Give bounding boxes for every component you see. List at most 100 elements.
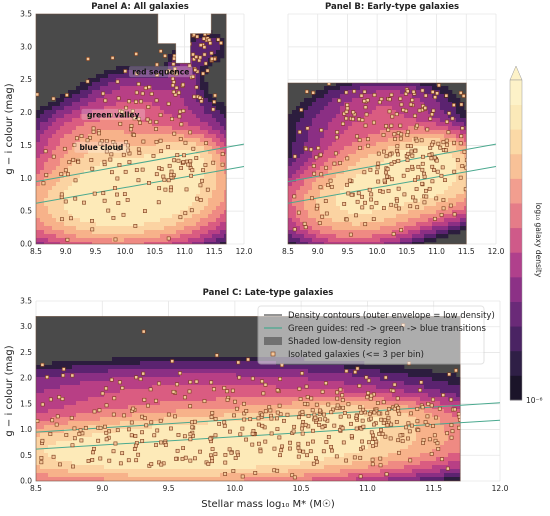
density-cell	[76, 102, 81, 107]
density-cell	[204, 66, 209, 71]
density-cell	[320, 194, 325, 199]
density-cell	[204, 170, 209, 175]
density-cell	[180, 194, 185, 199]
density-cell	[220, 46, 225, 51]
galaxy-marker	[211, 107, 216, 112]
density-cell	[372, 174, 377, 179]
density-cell	[44, 170, 49, 175]
density-cell	[320, 94, 325, 99]
density-cell	[464, 190, 467, 195]
density-cell	[352, 202, 357, 207]
density-cell	[72, 170, 77, 175]
density-cell	[196, 162, 201, 167]
density-cell	[36, 465, 41, 470]
density-cell	[436, 206, 441, 211]
density-cell	[80, 90, 85, 95]
density-cell	[312, 238, 317, 243]
density-cell	[420, 174, 425, 179]
density-cell	[216, 118, 221, 123]
density-cell	[156, 242, 161, 244]
density-cell	[220, 218, 225, 223]
density-cell	[176, 122, 181, 127]
density-cell	[172, 146, 177, 151]
density-cell	[172, 114, 177, 119]
galaxy-marker	[363, 200, 367, 205]
density-cell	[128, 154, 133, 159]
density-cell	[216, 210, 221, 215]
galaxy-marker	[66, 172, 70, 177]
density-cell	[40, 397, 45, 402]
density-cell	[104, 186, 109, 191]
density-cell	[384, 102, 389, 107]
density-cell	[192, 38, 197, 43]
density-cell	[384, 110, 389, 115]
density-cell	[432, 98, 437, 103]
density-cell	[400, 150, 405, 155]
density-cell	[392, 166, 397, 171]
density-cell	[288, 222, 293, 227]
density-cell	[80, 110, 85, 115]
density-cell	[304, 170, 309, 175]
density-cell	[44, 369, 49, 374]
density-cell	[40, 194, 45, 199]
density-cell	[192, 162, 197, 167]
density-cell	[396, 166, 401, 171]
density-cell	[220, 234, 225, 239]
galaxy-marker	[448, 203, 453, 208]
density-cell	[136, 126, 141, 131]
density-cell	[64, 206, 69, 211]
density-cell	[436, 130, 441, 135]
density-cell	[352, 222, 357, 227]
density-cell	[44, 198, 49, 203]
galaxy-marker	[177, 90, 181, 95]
density-cell	[44, 377, 49, 382]
density-cell	[332, 218, 337, 223]
density-cell	[128, 218, 133, 223]
x-tick-label: 9.5	[341, 247, 353, 256]
density-cell	[292, 210, 297, 215]
galaxy-marker	[319, 128, 324, 133]
density-cell	[192, 82, 197, 87]
density-cell	[356, 106, 361, 111]
density-cell	[384, 114, 389, 119]
density-cell	[376, 106, 381, 111]
density-cell	[460, 106, 465, 111]
density-cell	[316, 94, 321, 99]
density-cell	[92, 222, 97, 227]
galaxy-marker	[324, 165, 328, 170]
density-cell	[328, 118, 333, 123]
density-cell	[428, 198, 433, 203]
density-cell	[456, 142, 461, 147]
density-cell	[128, 206, 133, 211]
density-cell	[112, 106, 117, 111]
density-cell	[92, 174, 97, 179]
galaxy-marker	[157, 166, 161, 171]
density-cell	[152, 198, 157, 203]
density-cell	[148, 170, 153, 175]
density-cell	[220, 178, 225, 183]
density-cell	[44, 365, 49, 370]
guide-line	[288, 166, 496, 204]
density-cell	[364, 234, 369, 239]
density-cell	[112, 70, 117, 75]
density-cell	[428, 218, 433, 223]
density-cell	[296, 218, 301, 223]
density-cell	[120, 182, 125, 187]
density-cell	[420, 206, 425, 211]
density-cell	[448, 146, 453, 151]
density-cell	[440, 162, 445, 167]
density-cell	[372, 230, 377, 235]
density-cell	[196, 174, 201, 179]
density-cell	[424, 90, 429, 95]
density-cell	[300, 202, 305, 207]
density-cell	[464, 146, 467, 151]
density-cell	[452, 174, 457, 179]
density-cell	[160, 218, 165, 223]
density-cell	[80, 98, 85, 103]
density-cell	[204, 110, 209, 115]
galaxy-marker	[429, 156, 434, 161]
density-cell	[304, 230, 309, 235]
density-cell	[368, 154, 373, 159]
density-cell	[168, 194, 173, 199]
